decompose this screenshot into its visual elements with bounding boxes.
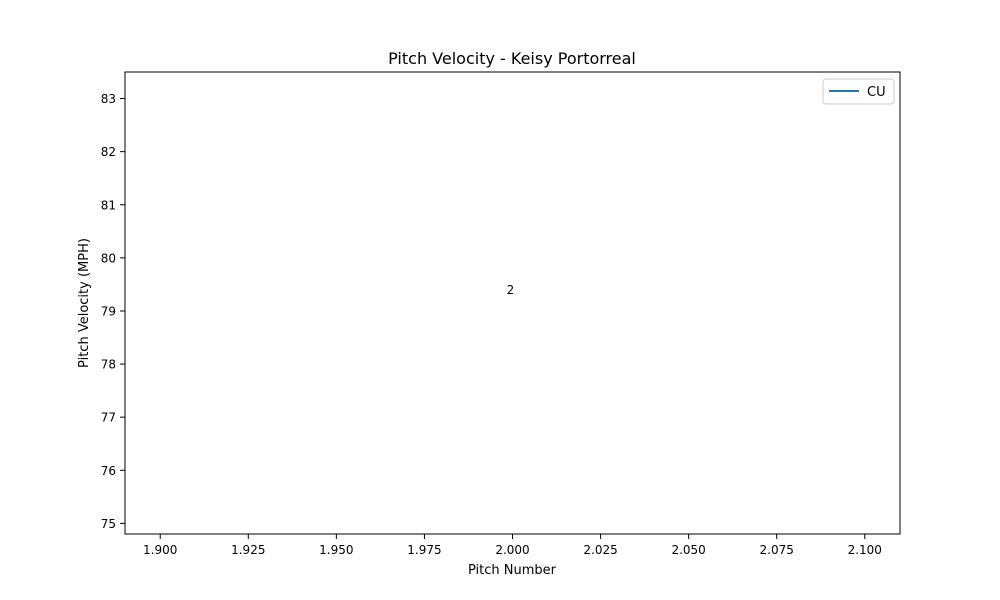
y-tick-label: 83	[101, 92, 116, 106]
annotation-layer: 2	[507, 283, 515, 297]
plot-area	[124, 71, 901, 535]
y-tick-label: 76	[101, 464, 116, 478]
y-axis-label: Pitch Velocity (MPH)	[77, 238, 92, 368]
y-tick-label: 79	[101, 304, 116, 318]
point-annotation: 2	[507, 283, 515, 297]
x-tick-label: 2.000	[495, 543, 529, 557]
y-axis-ticks: 75 76 77 78 79 80 81 82 83	[101, 92, 125, 531]
x-tick-label: 1.975	[407, 543, 441, 557]
x-tick-label: 2.050	[671, 543, 705, 557]
x-tick-label: 1.950	[319, 543, 353, 557]
y-tick-label: 81	[101, 198, 116, 212]
y-tick-label: 77	[101, 411, 116, 425]
y-tick-label: 75	[101, 517, 116, 531]
x-tick-label: 2.075	[760, 543, 794, 557]
legend-label-cu: CU	[867, 85, 886, 100]
x-tick-label: 1.925	[231, 543, 265, 557]
y-tick-label: 80	[101, 251, 116, 265]
chart-title: Pitch Velocity - Keisy Portorreal	[388, 49, 636, 68]
x-axis-ticks: 1.900 1.925 1.950 1.975 2.000 2.025 2.050 2.075…	[143, 534, 882, 557]
legend: CU	[822, 78, 895, 105]
x-tick-label: 1.900	[143, 543, 177, 557]
y-tick-label: 78	[101, 358, 116, 372]
x-tick-label: 2.100	[848, 543, 882, 557]
x-tick-label: 2.025	[583, 543, 617, 557]
x-axis-label: Pitch Number	[468, 563, 557, 578]
y-tick-label: 82	[101, 145, 116, 159]
